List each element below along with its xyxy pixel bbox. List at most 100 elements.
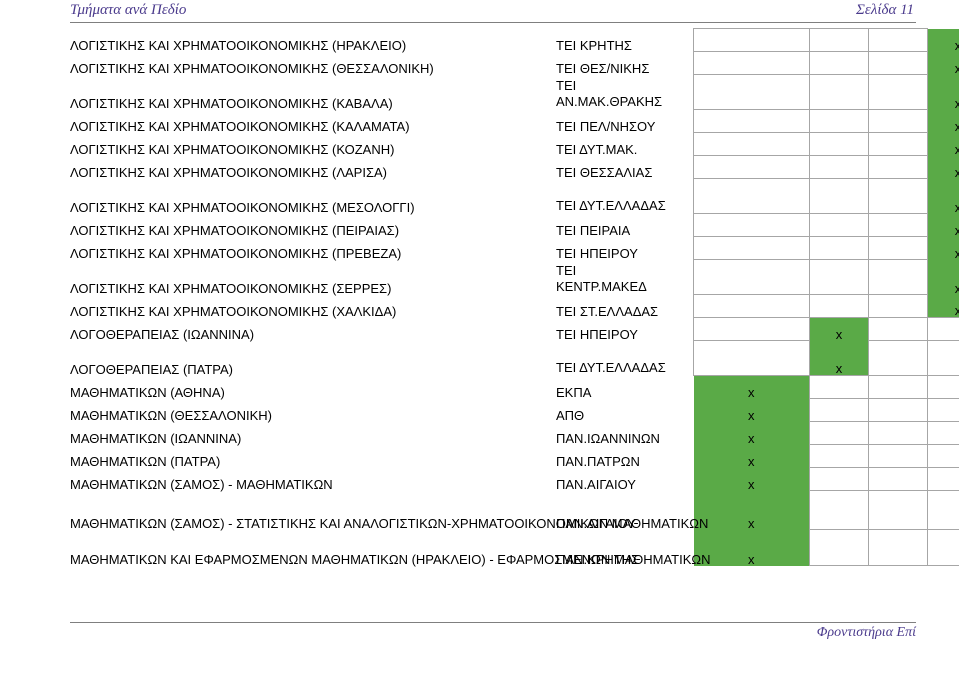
empty-cell — [927, 375, 959, 399]
empty-cell — [927, 529, 959, 566]
mark-cell: x — [927, 74, 959, 110]
empty-cell — [693, 178, 810, 214]
footer-text: Φροντιστήρια Επί — [816, 625, 916, 640]
institution-cell: ΠΑΝ.ΙΩΑΝΝΙΝΩΝ — [556, 430, 660, 446]
empty-cell — [693, 259, 810, 295]
mark-cell: x — [927, 28, 959, 52]
empty-cell — [809, 490, 869, 530]
table-row: ΜΑΘΗΜΑΤΙΚΩΝ (ΘΕΣΣΑΛΟΝΙΚΗ) ΑΠΘ x — [68, 398, 959, 423]
institution-cell: ΠΑΝ.ΑΙΓΑΙΟΥ — [556, 476, 636, 492]
department-cell: ΛΟΓΙΣΤΙΚΗΣ ΚΑΙ ΧΡΗΜΑΤΟΟΙΚΟΝΟΜΙΚΗΣ (ΛΑΡΙΣ… — [70, 164, 387, 180]
department-cell: ΛΟΓΙΣΤΙΚΗΣ ΚΑΙ ΧΡΗΜΑΤΟΟΙΚΟΝΟΜΙΚΗΣ (ΠΕΙΡΑ… — [70, 222, 400, 238]
empty-cell — [868, 375, 928, 399]
institution-cell: ΤΕΙ ΔΥΤ.ΜΑΚ. — [556, 141, 638, 157]
empty-cell — [868, 467, 928, 491]
department-cell: ΜΑΘΗΜΑΤΙΚΩΝ (ΣΑΜΟΣ) - ΣΤΑΤΙΣΤΙΚΗΣ ΚΑΙ ΑΝ… — [70, 515, 709, 531]
spacer-cell — [671, 399, 694, 422]
mark-cell: x — [693, 529, 810, 566]
empty-cell — [868, 178, 928, 214]
empty-cell — [693, 28, 810, 52]
table-row: ΛΟΓΙΣΤΙΚΗΣ ΚΑΙ ΧΡΗΜΑΤΟΟΙΚΟΝΟΜΙΚΗΣ (ΚΑΒΑΛ… — [68, 74, 959, 110]
empty-cell — [868, 294, 928, 318]
department-cell: ΛΟΓΙΣΤΙΚΗΣ ΚΑΙ ΧΡΗΜΑΤΟΟΙΚΟΝΟΜΙΚΗΣ (ΧΑΛΚΙ… — [70, 303, 397, 319]
empty-cell — [693, 109, 810, 133]
mark-cell: x — [927, 51, 959, 75]
empty-cell — [868, 74, 928, 110]
spacer-cell — [671, 52, 694, 75]
department-cell: ΜΑΘΗΜΑΤΙΚΩΝ (ΑΘΗΝΑ) — [70, 384, 225, 400]
empty-cell — [868, 340, 928, 376]
empty-cell — [868, 109, 928, 133]
mark-cell: x — [809, 317, 869, 341]
empty-cell — [809, 51, 869, 75]
spacer-cell — [671, 318, 694, 341]
mark-cell: x — [927, 132, 959, 156]
spacer-cell — [671, 214, 694, 237]
empty-cell — [868, 51, 928, 75]
empty-cell — [868, 236, 928, 260]
spacer-cell — [671, 29, 694, 52]
empty-cell — [809, 259, 869, 295]
mark-cell: x — [693, 467, 810, 491]
table-row: ΜΑΘΗΜΑΤΙΚΩΝ ΚΑΙ ΕΦΑΡΜΟΣΜΕΝΩΝ ΜΑΘΗΜΑΤΙΚΩΝ… — [68, 529, 959, 567]
department-cell: ΛΟΓΙΣΤΙΚΗΣ ΚΑΙ ΧΡΗΜΑΤΟΟΙΚΟΝΟΜΙΚΗΣ (ΣΕΡΡΕ… — [70, 280, 392, 296]
institution-cell: ΤΕΙ ΚΕΝΤΡ.ΜΑΚΕΔ — [556, 262, 647, 294]
department-cell: ΛΟΓΟΘΕΡΑΠΕΙΑΣ (ΙΩΑΝΝΙΝΑ) — [70, 326, 255, 342]
empty-cell — [927, 398, 959, 422]
spacer-cell — [671, 133, 694, 156]
spacer-cell — [671, 341, 694, 376]
spacer-cell — [671, 468, 694, 491]
mark-cell: x — [927, 155, 959, 179]
empty-cell — [809, 444, 869, 468]
department-cell: ΜΑΘΗΜΑΤΙΚΩΝ (ΠΑΤΡΑ) — [70, 453, 221, 469]
empty-cell — [927, 444, 959, 468]
page-number: Σελίδα 11 — [856, 2, 914, 18]
empty-cell — [693, 236, 810, 260]
table-row: ΜΑΘΗΜΑΤΙΚΩΝ (ΠΑΤΡΑ) ΠΑΝ.ΠΑΤΡΩΝ x — [68, 444, 959, 469]
empty-cell — [927, 490, 959, 530]
empty-cell — [868, 398, 928, 422]
empty-cell — [809, 178, 869, 214]
empty-cell — [868, 155, 928, 179]
institution-cell: ΕΚΠΑ — [556, 384, 592, 400]
mark-cell: x — [809, 340, 869, 376]
empty-cell — [868, 529, 928, 566]
spacer-cell — [671, 260, 694, 295]
mark-cell: x — [693, 375, 810, 399]
empty-cell — [809, 294, 869, 318]
empty-cell — [693, 74, 810, 110]
department-cell: ΛΟΓΙΣΤΙΚΗΣ ΚΑΙ ΧΡΗΜΑΤΟΟΙΚΟΝΟΜΙΚΗΣ (ΠΡΕΒΕ… — [70, 245, 402, 261]
department-cell: ΛΟΓΙΣΤΙΚΗΣ ΚΑΙ ΧΡΗΜΑΤΟΟΙΚΟΝΟΜΙΚΗΣ (ΚΟΖΑΝ… — [70, 141, 395, 157]
institution-cell: ΤΕΙ ΑΝ.ΜΑΚ.ΘΡΑΚΗΣ — [556, 77, 663, 109]
institution-cell: ΠΑΝ.ΚΡΗΤΗΣ — [556, 551, 640, 567]
department-cell: ΜΑΘΗΜΑΤΙΚΩΝ ΚΑΙ ΕΦΑΡΜΟΣΜΕΝΩΝ ΜΑΘΗΜΑΤΙΚΩΝ… — [70, 551, 711, 567]
table-row: ΛΟΓΙΣΤΙΚΗΣ ΚΑΙ ΧΡΗΜΑΤΟΟΙΚΟΝΟΜΙΚΗΣ (ΧΑΛΚΙ… — [68, 294, 959, 319]
table-row: ΜΑΘΗΜΑΤΙΚΩΝ (ΣΑΜΟΣ) - ΜΑΘΗΜΑΤΙΚΩΝ ΠΑΝ.ΑΙΓ… — [68, 467, 959, 492]
empty-cell — [693, 294, 810, 318]
page-header: Τμήματα ανά Πεδίο Σελίδα 11 — [70, 0, 916, 23]
spacer-cell — [671, 179, 694, 214]
departments-table: ΛΟΓΙΣΤΙΚΗΣ ΚΑΙ ΧΡΗΜΑΤΟΟΙΚΟΝΟΜΙΚΗΣ (ΗΡΑΚΛ… — [68, 28, 959, 566]
table-row: ΜΑΘΗΜΑΤΙΚΩΝ (ΣΑΜΟΣ) - ΣΤΑΤΙΣΤΙΚΗΣ ΚΑΙ ΑΝ… — [68, 490, 959, 531]
empty-cell — [868, 490, 928, 530]
department-cell: ΛΟΓΙΣΤΙΚΗΣ ΚΑΙ ΧΡΗΜΑΤΟΟΙΚΟΝΟΜΙΚΗΣ (ΜΕΣΟΛ… — [70, 199, 415, 215]
table-row: ΛΟΓΙΣΤΙΚΗΣ ΚΑΙ ΧΡΗΜΑΤΟΟΙΚΟΝΟΜΙΚΗΣ (ΗΡΑΚΛ… — [68, 28, 959, 52]
spacer-cell — [671, 75, 694, 110]
empty-cell — [809, 375, 869, 399]
empty-cell — [868, 444, 928, 468]
spacer-cell — [671, 445, 694, 468]
empty-cell — [809, 398, 869, 422]
table-row: ΛΟΓΙΣΤΙΚΗΣ ΚΑΙ ΧΡΗΜΑΤΟΟΙΚΟΝΟΜΙΚΗΣ (ΠΡΕΒΕ… — [68, 236, 959, 261]
empty-cell — [809, 132, 869, 156]
institution-cell: ΠΑΝ.ΑΙΓΑΙΟΥ — [556, 515, 636, 531]
institution-cell: ΑΠΘ — [556, 407, 585, 423]
empty-cell — [809, 74, 869, 110]
mark-cell: x — [927, 213, 959, 237]
table-row: ΛΟΓΙΣΤΙΚΗΣ ΚΑΙ ΧΡΗΜΑΤΟΟΙΚΟΝΟΜΙΚΗΣ (ΜΕΣΟΛ… — [68, 178, 959, 215]
mark-cell: x — [693, 444, 810, 468]
empty-cell — [809, 467, 869, 491]
institution-cell: ΠΑΝ.ΠΑΤΡΩΝ — [556, 453, 640, 469]
table-row: ΛΟΓΙΣΤΙΚΗΣ ΚΑΙ ΧΡΗΜΑΤΟΟΙΚΟΝΟΜΙΚΗΣ (ΣΕΡΡΕ… — [68, 259, 959, 296]
spacer-cell — [671, 295, 694, 318]
department-cell: ΜΑΘΗΜΑΤΙΚΩΝ (ΙΩΑΝΝΙΝΑ) — [70, 430, 242, 446]
